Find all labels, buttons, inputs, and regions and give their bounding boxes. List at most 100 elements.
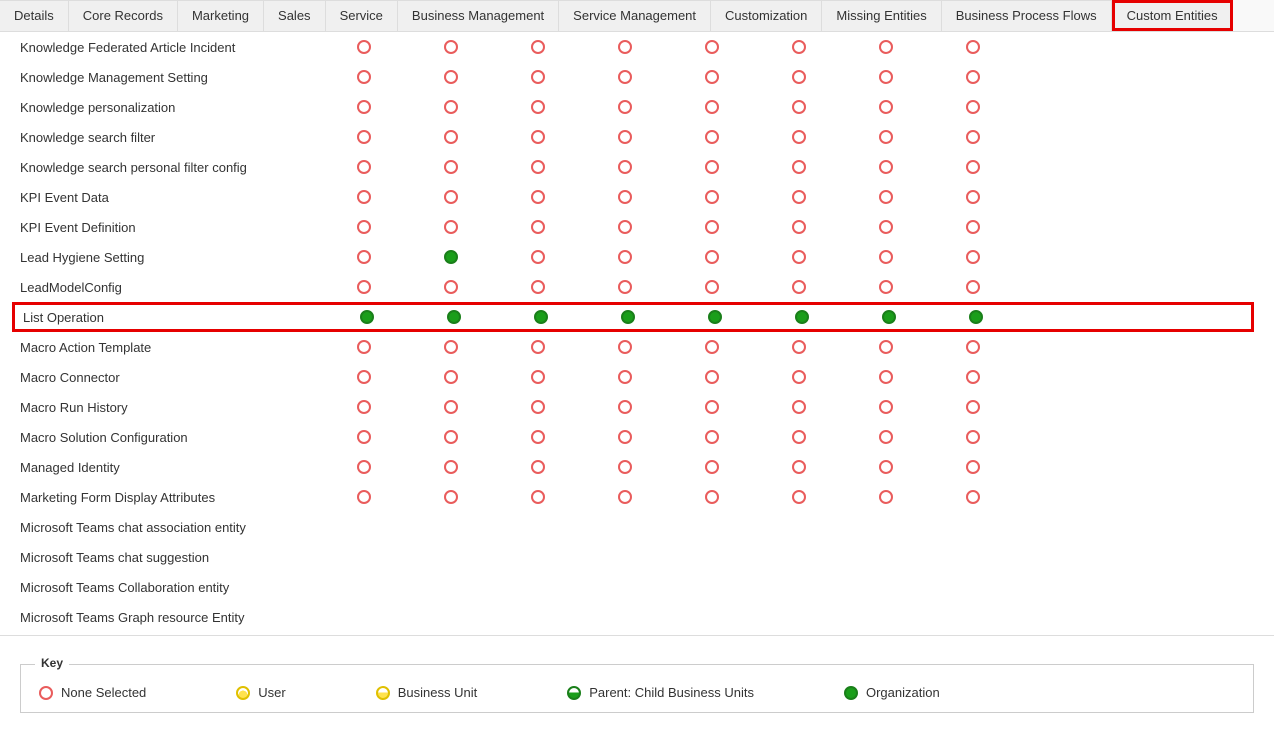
permission-cell[interactable] [581,340,668,354]
tab-details[interactable]: Details [0,0,69,31]
permission-cell[interactable] [320,190,407,204]
permission-cell[interactable] [407,280,494,294]
permission-cell[interactable] [755,490,842,504]
permission-cell[interactable] [929,490,1016,504]
tab-marketing[interactable]: Marketing [178,0,264,31]
tab-business-process-flows[interactable]: Business Process Flows [942,0,1112,31]
permissions-grid-scroll[interactable]: Knowledge Federated Article IncidentKnow… [0,32,1274,636]
permission-cell[interactable] [668,250,755,264]
permission-cell[interactable] [842,220,929,234]
tab-missing-entities[interactable]: Missing Entities [822,0,941,31]
permission-cell[interactable] [581,400,668,414]
permission-cell[interactable] [668,340,755,354]
permission-cell[interactable] [320,220,407,234]
permission-cell[interactable] [842,40,929,54]
permission-cell[interactable] [929,40,1016,54]
permission-cell[interactable] [755,460,842,474]
permission-cell[interactable] [581,130,668,144]
permission-cell[interactable] [494,190,581,204]
permission-cell[interactable] [929,70,1016,84]
permission-cell[interactable] [407,460,494,474]
permission-cell[interactable] [320,280,407,294]
permission-cell[interactable] [494,100,581,114]
permission-cell[interactable] [755,250,842,264]
permission-cell[interactable] [320,490,407,504]
permission-cell[interactable] [755,40,842,54]
permission-cell[interactable] [407,100,494,114]
permission-cell[interactable] [929,160,1016,174]
permission-cell[interactable] [755,190,842,204]
permission-cell[interactable] [755,430,842,444]
permission-cell[interactable] [407,250,494,264]
permission-cell[interactable] [929,370,1016,384]
permission-cell[interactable] [407,190,494,204]
tab-customization[interactable]: Customization [711,0,822,31]
permission-cell[interactable] [581,250,668,264]
permission-cell[interactable] [320,460,407,474]
permission-cell[interactable] [494,40,581,54]
permission-cell[interactable] [668,400,755,414]
permission-cell[interactable] [581,280,668,294]
permission-cell[interactable] [842,370,929,384]
permission-cell[interactable] [407,130,494,144]
permission-cell[interactable] [410,310,497,324]
permission-cell[interactable] [581,40,668,54]
permission-cell[interactable] [407,340,494,354]
permission-cell[interactable] [407,490,494,504]
permission-cell[interactable] [320,430,407,444]
permission-cell[interactable] [842,160,929,174]
permission-cell[interactable] [320,100,407,114]
permission-cell[interactable] [581,430,668,444]
permission-cell[interactable] [929,190,1016,204]
permission-cell[interactable] [929,220,1016,234]
permission-cell[interactable] [842,130,929,144]
permission-cell[interactable] [581,70,668,84]
permission-cell[interactable] [497,310,584,324]
permission-cell[interactable] [755,370,842,384]
permission-cell[interactable] [494,250,581,264]
permission-cell[interactable] [758,310,845,324]
tab-service[interactable]: Service [326,0,398,31]
permission-cell[interactable] [668,160,755,174]
permission-cell[interactable] [320,250,407,264]
permission-cell[interactable] [668,190,755,204]
tab-service-management[interactable]: Service Management [559,0,711,31]
permission-cell[interactable] [407,160,494,174]
permission-cell[interactable] [407,220,494,234]
permission-cell[interactable] [494,220,581,234]
permission-cell[interactable] [320,130,407,144]
permission-cell[interactable] [842,340,929,354]
permission-cell[interactable] [494,340,581,354]
permission-cell[interactable] [755,70,842,84]
tab-custom-entities[interactable]: Custom Entities [1112,0,1233,31]
permission-cell[interactable] [494,280,581,294]
permission-cell[interactable] [755,130,842,144]
permission-cell[interactable] [929,340,1016,354]
permission-cell[interactable] [668,220,755,234]
permission-cell[interactable] [668,100,755,114]
permission-cell[interactable] [494,370,581,384]
permission-cell[interactable] [581,160,668,174]
permission-cell[interactable] [407,400,494,414]
permission-cell[interactable] [494,400,581,414]
permission-cell[interactable] [929,400,1016,414]
permission-cell[interactable] [755,100,842,114]
permission-cell[interactable] [407,430,494,444]
permission-cell[interactable] [668,70,755,84]
permission-cell[interactable] [581,100,668,114]
permission-cell[interactable] [668,370,755,384]
tab-core-records[interactable]: Core Records [69,0,178,31]
permission-cell[interactable] [584,310,671,324]
permission-cell[interactable] [929,130,1016,144]
permission-cell[interactable] [668,460,755,474]
permission-cell[interactable] [320,160,407,174]
permission-cell[interactable] [929,460,1016,474]
permission-cell[interactable] [842,280,929,294]
tab-business-management[interactable]: Business Management [398,0,559,31]
permission-cell[interactable] [842,190,929,204]
permission-cell[interactable] [407,70,494,84]
permission-cell[interactable] [929,430,1016,444]
permission-cell[interactable] [320,340,407,354]
permission-cell[interactable] [668,40,755,54]
tab-sales[interactable]: Sales [264,0,326,31]
